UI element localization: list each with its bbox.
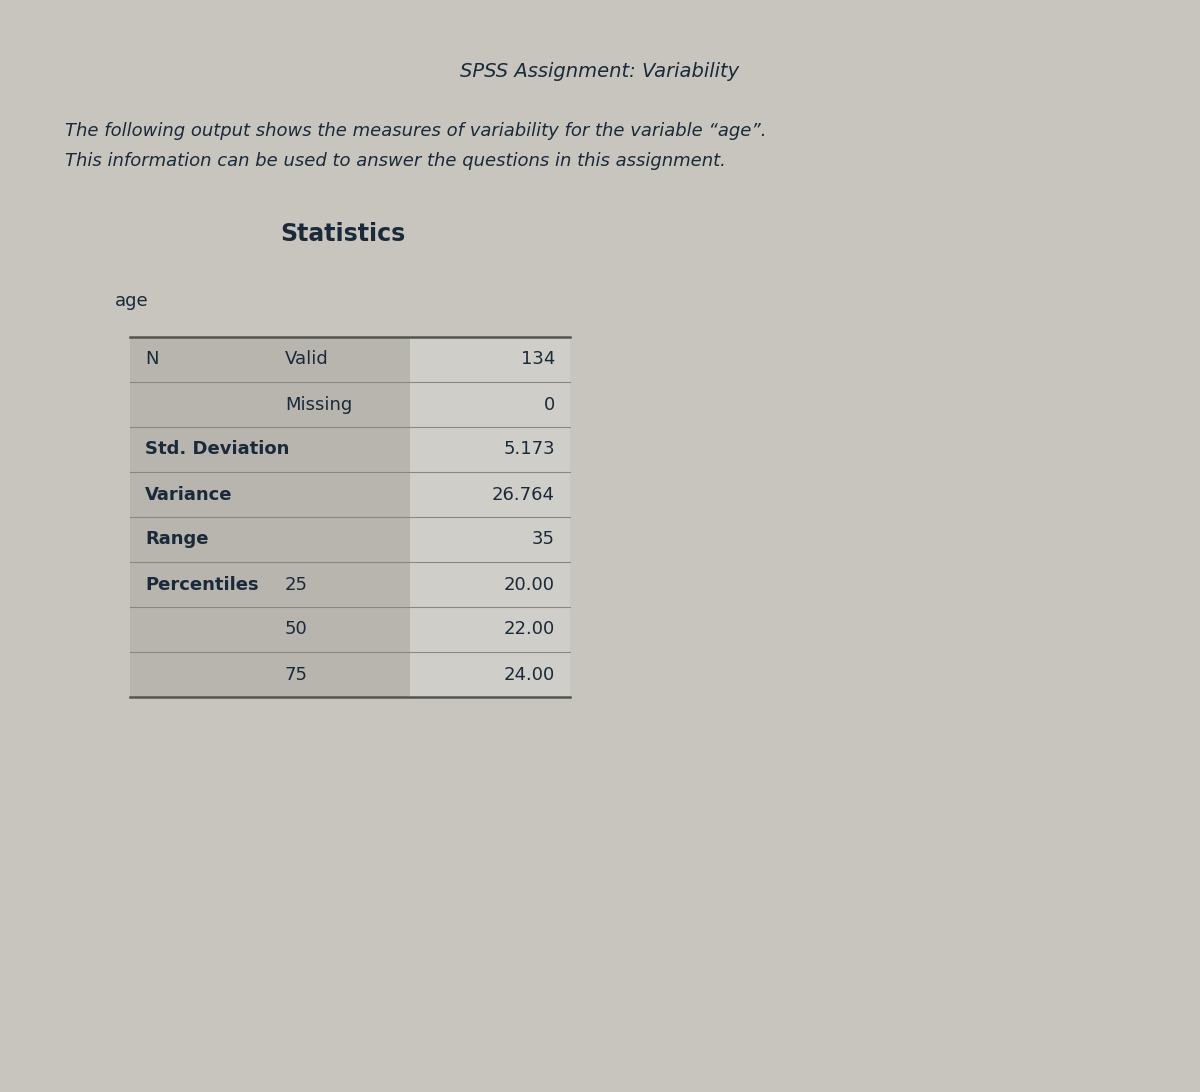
Text: The following output shows the measures of variability for the variable “age”.: The following output shows the measures … xyxy=(65,122,767,140)
Bar xyxy=(130,337,410,382)
Text: Std. Deviation: Std. Deviation xyxy=(145,440,289,459)
Bar xyxy=(130,652,410,697)
Text: 24.00: 24.00 xyxy=(504,665,554,684)
Bar xyxy=(130,517,410,562)
Bar xyxy=(410,652,570,697)
Text: 0: 0 xyxy=(544,395,554,414)
Bar xyxy=(130,607,410,652)
Text: Percentiles: Percentiles xyxy=(145,575,259,593)
Text: 75: 75 xyxy=(286,665,308,684)
Text: 35: 35 xyxy=(532,531,554,548)
Text: SPSS Assignment: Variability: SPSS Assignment: Variability xyxy=(461,62,739,81)
Bar xyxy=(410,562,570,607)
Text: N: N xyxy=(145,351,158,368)
Text: Variance: Variance xyxy=(145,486,233,503)
Bar xyxy=(410,517,570,562)
Text: age: age xyxy=(115,292,149,310)
Bar xyxy=(410,472,570,517)
Bar xyxy=(130,382,410,427)
Text: Range: Range xyxy=(145,531,209,548)
Text: 50: 50 xyxy=(286,620,307,639)
Bar xyxy=(410,427,570,472)
Text: 22.00: 22.00 xyxy=(504,620,554,639)
Text: 26.764: 26.764 xyxy=(492,486,554,503)
Text: Missing: Missing xyxy=(286,395,353,414)
Text: Statistics: Statistics xyxy=(280,222,406,246)
Bar xyxy=(130,562,410,607)
Text: 134: 134 xyxy=(521,351,554,368)
Text: 5.173: 5.173 xyxy=(503,440,554,459)
Text: This information can be used to answer the questions in this assignment.: This information can be used to answer t… xyxy=(65,152,726,170)
Bar xyxy=(410,382,570,427)
Bar xyxy=(130,472,410,517)
Text: Valid: Valid xyxy=(286,351,329,368)
Text: 25: 25 xyxy=(286,575,308,593)
Text: 20.00: 20.00 xyxy=(504,575,554,593)
Bar xyxy=(410,337,570,382)
Bar xyxy=(130,427,410,472)
Bar xyxy=(410,607,570,652)
